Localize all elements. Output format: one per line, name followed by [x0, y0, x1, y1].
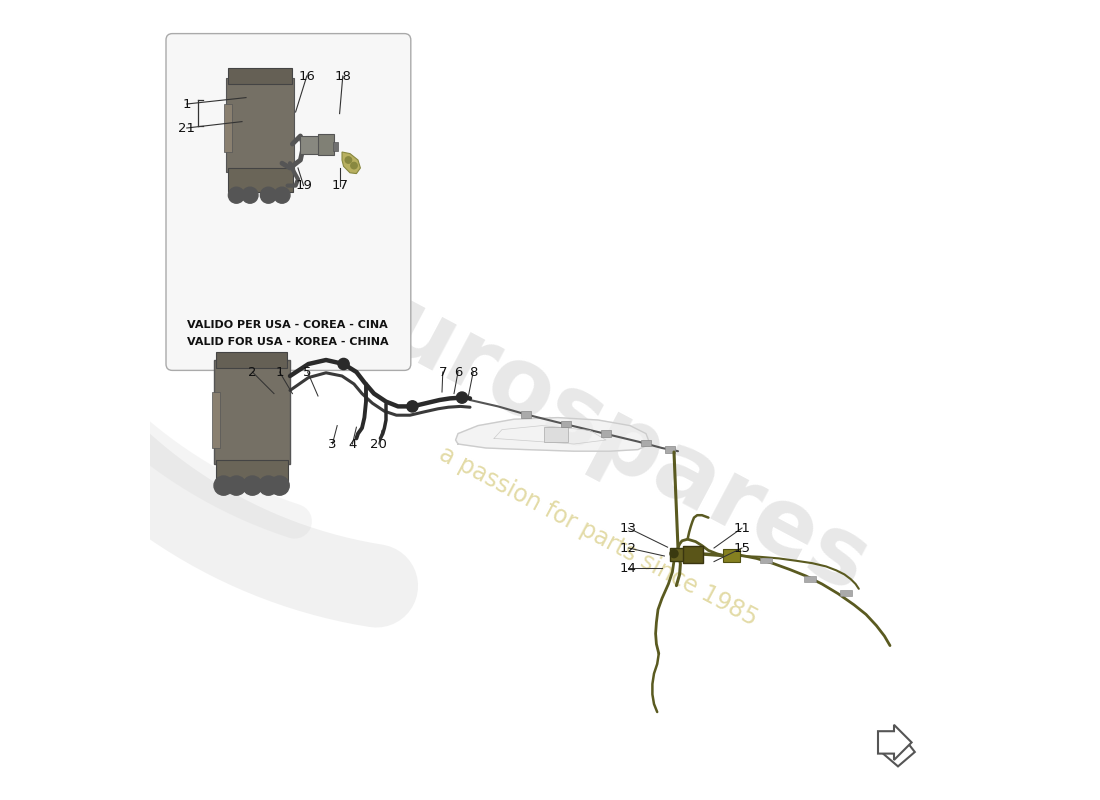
Bar — [300, 136, 322, 154]
Circle shape — [407, 401, 418, 412]
Text: VALIDO PER USA - COREA - CINA: VALIDO PER USA - COREA - CINA — [187, 320, 388, 330]
Bar — [543, 427, 568, 442]
Polygon shape — [878, 725, 912, 760]
Text: 2: 2 — [249, 366, 256, 378]
Text: eurospares: eurospares — [312, 251, 883, 613]
Text: 17: 17 — [332, 179, 349, 192]
Bar — [224, 104, 232, 152]
Bar — [760, 558, 772, 563]
Text: 5: 5 — [304, 366, 312, 378]
Bar — [226, 78, 294, 172]
Text: 21: 21 — [178, 122, 196, 134]
Bar — [228, 168, 294, 192]
Bar — [670, 548, 684, 561]
Bar — [666, 446, 674, 453]
Text: 3: 3 — [328, 438, 337, 450]
FancyBboxPatch shape — [166, 34, 410, 370]
Text: 15: 15 — [734, 542, 750, 554]
Circle shape — [456, 392, 468, 403]
Text: 6: 6 — [454, 366, 462, 378]
Text: 1: 1 — [275, 366, 284, 378]
Text: 4: 4 — [349, 438, 356, 450]
Text: 8: 8 — [469, 366, 477, 378]
Circle shape — [227, 476, 246, 495]
Bar — [318, 134, 334, 155]
Bar — [229, 68, 293, 84]
Text: 19: 19 — [295, 179, 312, 192]
Circle shape — [338, 358, 349, 370]
Circle shape — [345, 157, 352, 163]
Text: 13: 13 — [620, 522, 637, 534]
Circle shape — [670, 550, 678, 558]
Text: 14: 14 — [620, 562, 637, 574]
Bar — [641, 440, 651, 446]
Bar — [216, 460, 287, 484]
Circle shape — [243, 476, 262, 495]
Bar — [521, 411, 531, 418]
Text: 1: 1 — [183, 98, 191, 110]
Bar — [211, 392, 220, 448]
Bar — [723, 549, 740, 562]
Text: a passion for parts since 1985: a passion for parts since 1985 — [434, 442, 761, 630]
Circle shape — [351, 162, 358, 169]
Text: VALID FOR USA - KOREA - CHINA: VALID FOR USA - KOREA - CHINA — [187, 337, 388, 346]
Circle shape — [274, 187, 290, 203]
Polygon shape — [455, 418, 650, 451]
Bar — [561, 421, 571, 427]
Polygon shape — [342, 152, 361, 174]
Bar — [217, 352, 287, 368]
Circle shape — [258, 476, 278, 495]
Text: 18: 18 — [334, 70, 351, 82]
Circle shape — [229, 187, 244, 203]
Polygon shape — [880, 738, 915, 766]
Text: 11: 11 — [734, 522, 750, 534]
Text: 12: 12 — [620, 542, 637, 554]
Bar — [683, 546, 703, 563]
Bar — [214, 360, 290, 464]
Bar — [804, 576, 816, 582]
Text: 16: 16 — [298, 70, 316, 82]
Text: 20: 20 — [371, 438, 387, 450]
Bar — [839, 590, 853, 596]
Bar — [602, 430, 610, 437]
Circle shape — [270, 476, 289, 495]
Bar — [333, 142, 338, 151]
Circle shape — [214, 476, 233, 495]
Circle shape — [242, 187, 258, 203]
Circle shape — [261, 187, 276, 203]
Text: 7: 7 — [439, 366, 447, 378]
